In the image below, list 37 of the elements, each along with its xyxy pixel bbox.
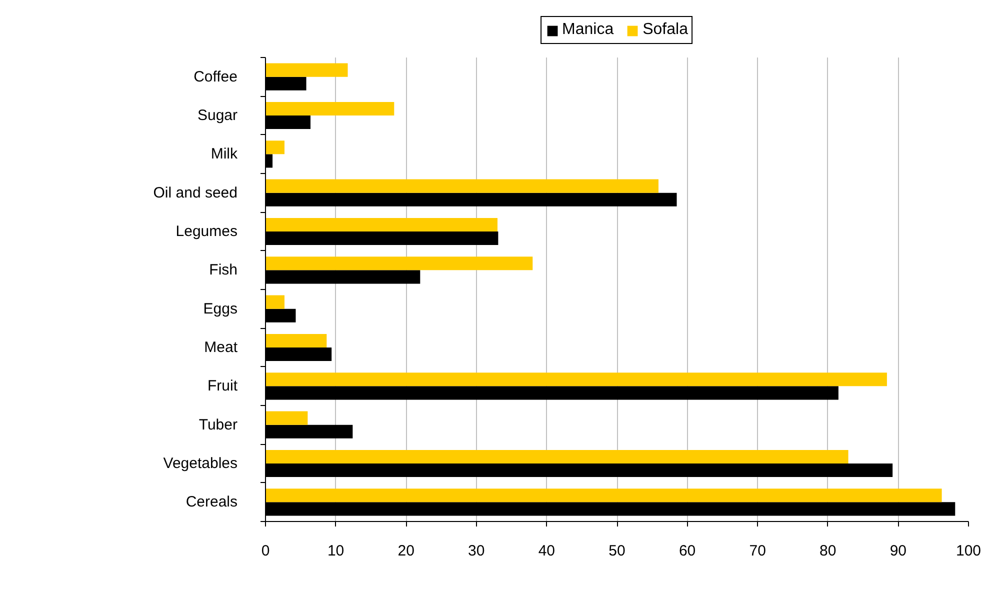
bar [266,372,887,386]
bar [266,102,394,116]
x-tick-label: 70 [749,542,766,560]
x-tick-label: 80 [820,542,836,560]
y-tick-label: Meat [204,339,238,356]
bar [266,411,308,425]
y-tick-label: Eggs [203,300,238,318]
y-tick-label: Vegetables [163,455,238,472]
y-tick-label: Fish [209,262,238,279]
x-tick-label: 20 [398,542,414,560]
y-tick-label: Tuber [198,416,238,434]
legend-label: Sofala [642,21,688,39]
y-tick-label: Coffee [194,68,238,86]
y-tick-label: Oil and seed [153,184,238,202]
x-tick-label: 40 [538,542,556,560]
x-tick-label: 30 [468,542,485,560]
bar [266,256,533,270]
bar [266,488,942,502]
bar [266,295,284,309]
bar [266,218,498,232]
bar [266,63,348,77]
x-tick-label: 90 [890,542,907,560]
y-tick-label: Legumes [176,223,238,240]
y-tick-label: Sugar [197,107,238,124]
y-tick-label: Cereals [186,494,238,511]
legend-label: Manica [562,21,614,39]
x-tick-label: 60 [678,542,696,560]
x-tick-label: 10 [327,542,344,560]
x-tick-label: 100 [956,542,982,560]
x-tick-label: 50 [608,542,626,560]
bar [266,450,848,464]
x-tick-label: 0 [261,542,270,560]
bar [266,140,284,154]
bar [266,179,658,193]
y-tick-label: Milk [210,146,238,163]
bar [266,334,327,348]
y-tick-label: Fruit [208,378,238,395]
